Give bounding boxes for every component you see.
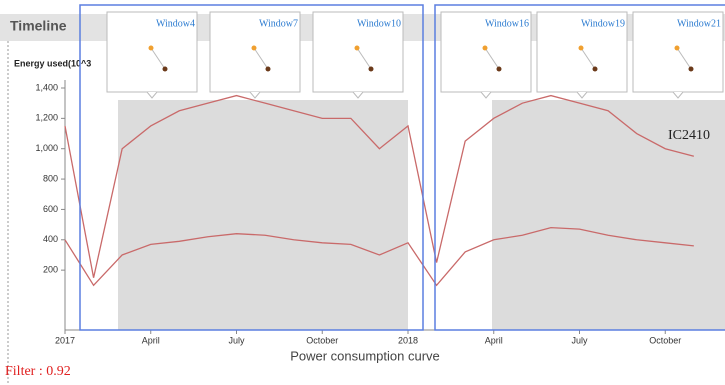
window-dot <box>148 45 154 51</box>
x-tick-label: October <box>649 335 681 345</box>
window-label: Window16 <box>485 18 529 29</box>
x-tick-label: 2017 <box>55 335 75 345</box>
window-pointer <box>672 91 684 99</box>
window-dot <box>592 66 598 72</box>
window-link <box>580 47 596 70</box>
window-dot <box>368 66 374 72</box>
window-dot <box>688 66 694 72</box>
window-label: Window7 <box>259 18 298 29</box>
y-tick-label: 800 <box>43 173 58 183</box>
x-tick-label: October <box>306 335 338 345</box>
filter-label[interactable]: Filter : 0.92 <box>5 364 71 379</box>
window-card[interactable] <box>209 11 301 93</box>
window-link <box>253 47 269 70</box>
x-tick-label: April <box>142 335 160 345</box>
window-dot <box>354 45 360 51</box>
series-line <box>64 226 694 287</box>
window-card[interactable] <box>632 11 724 93</box>
window-dot <box>496 66 502 72</box>
y-tick-label: 200 <box>43 265 58 275</box>
window-dot <box>265 66 271 72</box>
window-dot <box>251 45 257 51</box>
brush-box[interactable] <box>434 4 725 331</box>
x-tick-label: April <box>485 335 503 345</box>
window-dot <box>674 45 680 51</box>
series-label: IC2410 <box>668 128 710 143</box>
selection-shade <box>118 100 408 330</box>
window-link <box>150 47 166 70</box>
window-card[interactable] <box>536 11 628 93</box>
window-pointer <box>480 91 492 99</box>
window-card[interactable] <box>440 11 532 93</box>
x-tick-label: 2018 <box>398 335 418 345</box>
window-link <box>356 47 372 70</box>
y-axis-label: Energy used(10^3 <box>14 58 91 68</box>
y-tick-label: 1,200 <box>35 113 58 123</box>
window-label: Window10 <box>357 18 401 29</box>
window-pointer <box>576 91 588 99</box>
window-pointer <box>146 91 158 99</box>
y-tick-label: 1,400 <box>35 82 58 92</box>
window-dot <box>482 45 488 51</box>
series-line <box>64 94 695 278</box>
window-label: Window19 <box>581 18 625 29</box>
x-tick-label: July <box>228 335 245 345</box>
y-tick-label: 400 <box>43 234 58 244</box>
window-dot <box>578 45 584 51</box>
window-pointer <box>249 91 261 99</box>
window-label: Window21 <box>677 18 721 29</box>
header-title: Timeline <box>10 18 67 34</box>
x-axis-label: Power consumption curve <box>290 348 440 363</box>
selection-shade <box>492 100 725 330</box>
window-pointer <box>352 91 364 99</box>
window-dot <box>162 66 168 72</box>
y-tick-label: 600 <box>43 204 58 214</box>
window-link <box>676 47 692 70</box>
y-tick-label: 1,000 <box>35 143 58 153</box>
brush-box[interactable] <box>79 4 424 331</box>
x-tick-label: July <box>571 335 588 345</box>
window-card[interactable] <box>106 11 198 93</box>
window-link <box>484 47 500 70</box>
window-label: Window4 <box>156 18 195 29</box>
